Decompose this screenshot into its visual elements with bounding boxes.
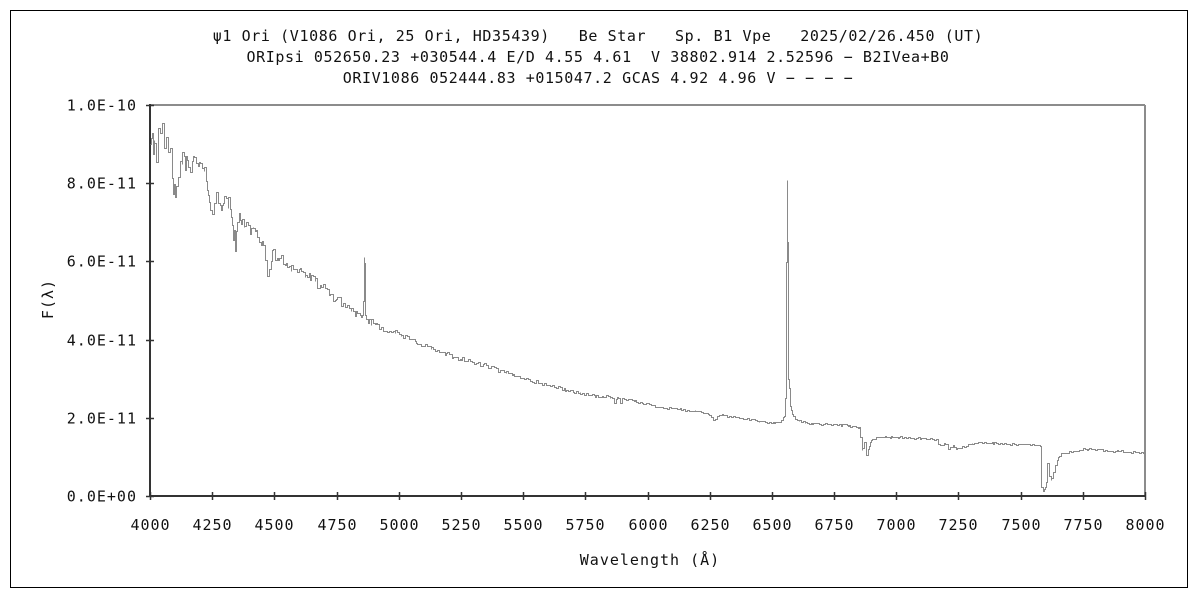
y-tick-label: 4.0E-11 — [67, 332, 137, 350]
x-tick-label: 5500 — [503, 516, 543, 534]
x-tick-label: 4000 — [130, 516, 170, 534]
x-tick-label: 5750 — [565, 516, 605, 534]
spectrum-line — [150, 123, 1146, 492]
x-tick-label: 7250 — [938, 516, 978, 534]
y-axis-title: F(λ) — [39, 278, 57, 320]
x-tick-label: 7500 — [1001, 516, 1041, 534]
x-axis-title: Wavelength (Å) — [579, 551, 721, 569]
x-tick-label: 6250 — [690, 516, 730, 534]
x-tick-label: 4500 — [254, 516, 294, 534]
x-tick-label: 6750 — [814, 516, 854, 534]
y-tick-label: 8.0E-11 — [67, 175, 137, 193]
y-tick-label: 1.0E-10 — [67, 97, 137, 115]
title-line-catalog-v1086: ORIV1086 052444.83 +015047.2 GCAS 4.92 4… — [342, 69, 854, 87]
title-line-catalog-psi: ORIpsi 052650.23 +030544.4 E/D 4.55 4.61… — [246, 48, 950, 66]
y-tick-label: 2.0E-11 — [67, 410, 137, 428]
y-tick-label: 6.0E-11 — [67, 253, 137, 271]
image-border — [10, 10, 1188, 588]
x-tick-label: 7750 — [1063, 516, 1103, 534]
chart-header: ψ1 Ori (V1086 Ori, 25 Ori, HD35439) Be S… — [0, 26, 1196, 89]
x-tick-label: 5250 — [441, 516, 481, 534]
x-tick-label: 8000 — [1125, 516, 1165, 534]
x-tick-label: 4250 — [192, 516, 232, 534]
x-tick-label: 4750 — [317, 516, 357, 534]
x-tick-label: 5000 — [379, 516, 419, 534]
x-tick-label: 6000 — [628, 516, 668, 534]
x-tick-label: 6500 — [752, 516, 792, 534]
y-tick-label: 0.0E+00 — [67, 488, 137, 506]
x-tick-label: 7000 — [876, 516, 916, 534]
title-line-object: ψ1 Ori (V1086 Ori, 25 Ori, HD35439) Be S… — [212, 27, 984, 45]
